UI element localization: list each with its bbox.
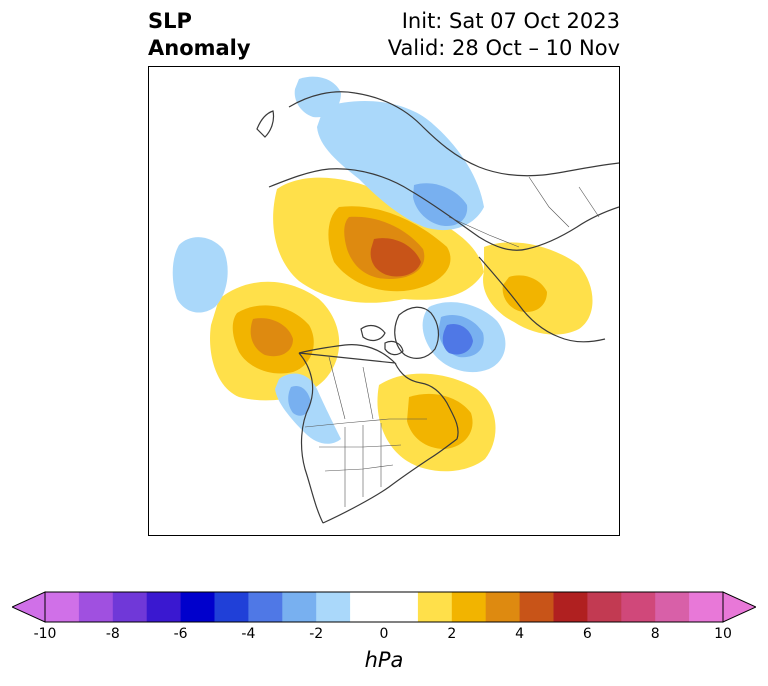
anomaly-negative-asia-2 [413,183,468,227]
coastlines [256,91,619,524]
anomaly-negative-pacific [172,237,228,313]
colorbar-tick-label: 6 [582,626,592,642]
colorbar-bin [316,592,351,622]
init-date: Init: Sat 07 Oct 2023 [401,9,620,33]
colorbar-bin [553,592,588,622]
anomaly-positive-canada-2 [407,393,473,449]
colorbar-bin [45,592,80,622]
colorbar [12,591,756,623]
colorbar-tick-label: 8 [650,626,660,642]
title-variable: SLP [148,9,192,33]
anomaly-negative-greenland-core [442,323,473,355]
border-russia [448,216,520,248]
colorbar-tick-label: -2 [309,626,324,642]
colorbar-bin [587,592,622,622]
coastline-eurasia [268,168,619,251]
anomaly-positive-siberia-core [370,238,421,277]
colorbar-bin [282,592,317,622]
colorbar-bin [180,592,215,622]
colorbar-tick-label: -6 [173,626,188,642]
map-panel [148,66,620,536]
colorbar-min-arrow [12,591,46,623]
colorbar-bin [621,592,656,622]
title-quantity: Anomaly [148,36,251,60]
coastline-asia-north [288,91,619,177]
colorbar-tick-label: -4 [241,626,256,642]
colorbar-bin [78,592,114,622]
border-asia [528,176,600,228]
map-canvas [172,76,619,524]
coastline-japan [256,110,275,138]
colorbar-bin [417,592,453,622]
colorbar-bin [146,592,182,622]
colorbar-bin [519,592,554,622]
colorbar-outline [44,591,724,623]
anomaly-fields [172,76,593,472]
colorbar-tick-label: 0 [379,626,389,642]
border-us-states-2 [324,464,394,472]
colorbar-bin [248,592,283,622]
valid-range: Valid: 28 Oct – 10 Nov [387,36,620,60]
colorbar-unit-label: hPa [364,648,404,672]
colorbar-bin [451,592,487,622]
coastline-greenland [394,306,440,359]
colorbar-ticks: -10 -8 -6 -4 -2 0 2 4 6 8 10 [0,626,768,646]
anomaly-positive-europe-2 [502,275,547,313]
colorbar-tick-label: 2 [447,626,457,642]
border-canada-provinces [328,356,374,420]
colorbar-bin [112,592,148,622]
colorbar-tick-label: 4 [515,626,525,642]
colorbar-bins [45,592,724,622]
anomaly-positive-alaska-core [250,318,293,357]
borders [304,176,600,507]
colorbar-bin [350,592,385,622]
coastline-arctic-islands [360,324,404,356]
colorbar-tick-label: -10 [33,626,57,642]
colorbar-bin [689,592,724,622]
colorbar-tick-label: 10 [714,626,732,642]
map-subtitle: Init: Sat 07 Oct 2023 Valid: 28 Oct – 10… [388,8,620,62]
colorbar-bin [384,592,419,622]
coastline-europe [478,256,606,343]
colorbar-bin [655,592,690,622]
colorbar-bin [214,592,249,622]
anomaly-negative-north [294,76,341,118]
coastline-north-america [298,344,459,524]
anomaly-negative-westcoast-2 [288,385,311,416]
map-title: SLP Anomaly [148,8,251,62]
border-us-states-3 [344,423,382,507]
colorbar-max-arrow [722,591,756,623]
colorbar-tick-label: -8 [105,626,120,642]
colorbar-bin [485,592,521,622]
border-us-states-1 [319,444,402,448]
border-us-canada [304,418,427,428]
